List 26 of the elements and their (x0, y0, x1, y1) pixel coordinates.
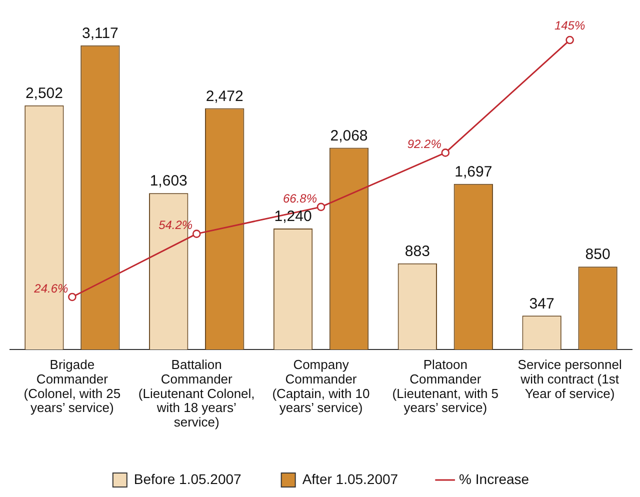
point (68, 292, 76, 302)
point (566, 36, 574, 44)
legend-label: After 1.05.2007 (302, 470, 398, 487)
point (441, 148, 450, 157)
data-label: 2,472 (206, 88, 244, 105)
legend-label: % Increase (459, 470, 530, 487)
data-label: 2,502 (25, 85, 63, 102)
point (316, 202, 326, 212)
data-label: 145% (554, 18, 586, 32)
x-tick-label: Brigade Commander (Colonel, with 25 years’ service) (24, 357, 121, 416)
data-label: 347 (529, 295, 554, 312)
legend-label: Before 1.05.2007 (134, 470, 242, 487)
data-label: 883 (404, 242, 430, 260)
data-label: 66.8% (282, 191, 318, 206)
data-label: 1,603 (150, 172, 188, 190)
x-tick-label: Company Commander (Captain, with 10 years’ service) (272, 357, 370, 416)
data-label: 850 (585, 246, 610, 264)
data-label: 1,697 (454, 164, 492, 181)
data-label: 1,240 (274, 208, 312, 226)
data-label: 2,068 (330, 127, 368, 144)
data-label: 3,117 (82, 25, 118, 42)
point (192, 230, 201, 238)
data-label: 92.2% (407, 137, 442, 152)
x-tick-label: Platoon Commander (Lieutenant, with 5 years’ service) (392, 357, 499, 416)
x-tick-label: Battalion Commander (Lieutenant Colonel, with 18 years’ service) (138, 357, 255, 430)
x-tick-label: Service personnel with contract (1st Year of service) (518, 357, 622, 401)
